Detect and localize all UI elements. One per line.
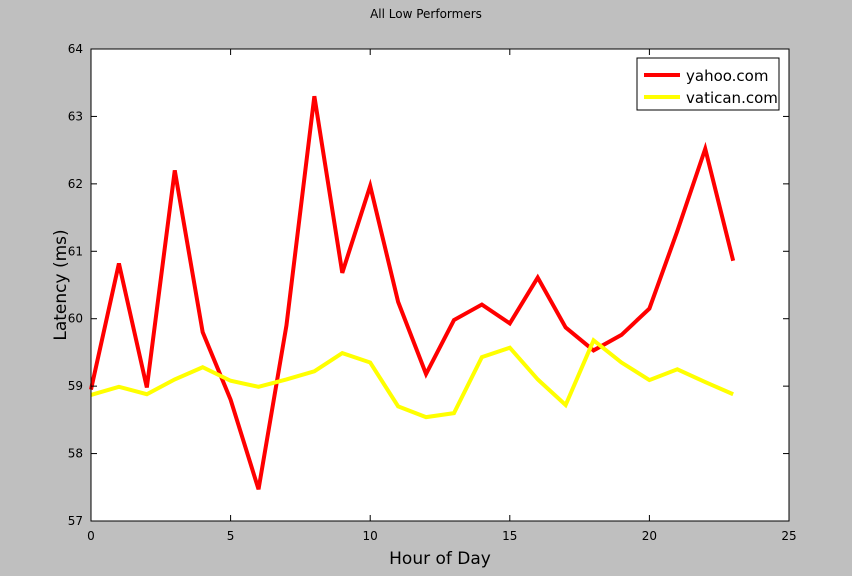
x-tick-label: 0 <box>87 529 95 543</box>
chart-title: All Low Performers <box>370 7 482 21</box>
legend-label-vatican: vatican.com <box>686 89 778 107</box>
x-tick-label: 15 <box>502 529 517 543</box>
series-line-yahoo-com <box>89 95 736 490</box>
ticks-layer: 0 5 10 15 20 25 57 58 59 60 61 62 63 64 <box>68 42 797 543</box>
y-tick-label: 59 <box>68 379 83 393</box>
y-tick-label: 63 <box>68 109 83 123</box>
x-tick-label: 5 <box>227 529 235 543</box>
y-axis-label: Latency (ms) <box>51 229 71 340</box>
legend: yahoo.com vatican.com <box>636 57 780 111</box>
series-layer <box>89 95 736 490</box>
x-tick-label: 25 <box>781 529 796 543</box>
legend-label-yahoo: yahoo.com <box>686 67 768 85</box>
plot-frame <box>90 48 790 522</box>
y-tick-label: 61 <box>68 244 83 258</box>
legend-box <box>636 57 780 111</box>
x-tick-label: 20 <box>642 529 657 543</box>
plot-background <box>91 49 789 521</box>
y-tick-label: 57 <box>68 514 83 528</box>
x-tick-label: 10 <box>363 529 378 543</box>
x-axis-label: Hour of Day <box>389 549 491 569</box>
y-tick-label: 58 <box>68 447 83 461</box>
series-line-vatican-com <box>90 337 734 420</box>
y-tick-label: 62 <box>68 177 83 191</box>
y-tick-label: 60 <box>68 312 83 326</box>
y-tick-label: 64 <box>68 42 83 56</box>
